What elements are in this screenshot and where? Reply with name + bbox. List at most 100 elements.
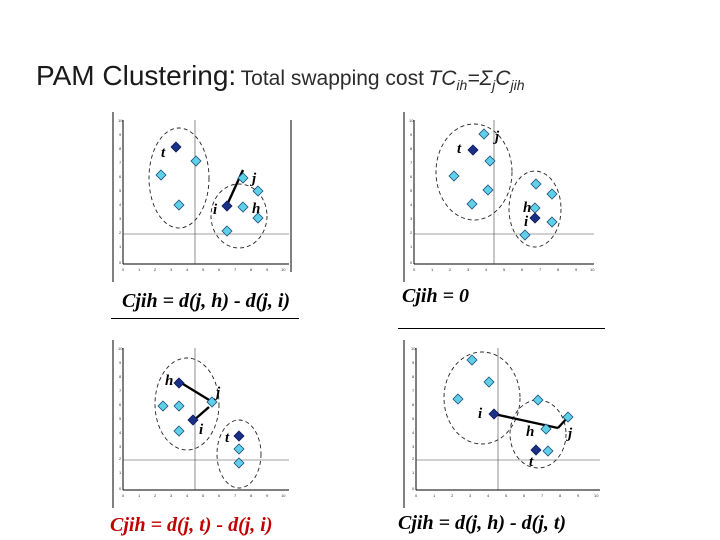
data-point — [157, 400, 169, 412]
label-h: h — [252, 201, 260, 217]
label-j: j — [493, 129, 500, 145]
medoid-point — [530, 444, 542, 456]
y-tick: 7 — [412, 388, 415, 393]
x-tick: 4 — [485, 267, 488, 272]
x-tick: 10 — [590, 267, 595, 272]
data-point — [546, 188, 558, 200]
data-point — [466, 354, 478, 366]
medoid-point — [173, 377, 185, 389]
label-h: h — [165, 373, 173, 389]
label-t: t — [457, 141, 462, 157]
x-tick: 7 — [234, 493, 237, 498]
data-point — [221, 225, 233, 237]
x-tick: 3 — [469, 493, 472, 498]
label-t: t — [529, 454, 534, 470]
formula-lhs: TC — [428, 67, 457, 90]
y-tick: 4 — [119, 430, 122, 435]
y-tick: 9 — [410, 132, 413, 137]
x-tick: 2 — [449, 267, 452, 272]
y-ticks: 10 9 8 7 6 5 4 3 2 1 0 — [411, 346, 416, 491]
y-ticks: 10 9 8 7 6 5 4 3 2 1 0 — [118, 118, 123, 265]
title-main: PAM Clustering: — [36, 60, 237, 91]
caption-bottom-right: Cjih = d(j, h) - d(j, t) — [398, 512, 567, 534]
x-tick: 7 — [539, 267, 542, 272]
x-tick: 1 — [138, 267, 141, 272]
panel-top-left: 10 9 8 7 6 5 4 3 2 1 0 0 1 2 3 4 5 6 7 8… — [109, 112, 295, 282]
cluster-outline — [435, 123, 513, 221]
x-tick: 5 — [505, 493, 508, 498]
x-tick: 4 — [186, 493, 189, 498]
x-tick: 10 — [281, 267, 286, 272]
medoid-point — [221, 200, 233, 212]
panel-bottom-right: 10 9 8 7 6 5 4 3 2 1 0 0 1 2 3 4 5 6 7 8… — [398, 340, 606, 508]
data-point — [466, 198, 478, 210]
x-tick: 0 — [413, 267, 416, 272]
data-point — [452, 393, 464, 405]
label-i: i — [478, 406, 483, 422]
data-point — [546, 216, 558, 228]
data-point — [233, 443, 245, 455]
plot-top-left: 10 9 8 7 6 5 4 3 2 1 0 0 1 2 3 4 5 6 7 8… — [112, 112, 292, 282]
x-tick: 10 — [594, 493, 599, 498]
cluster-outline — [509, 399, 567, 469]
y-tick: 0 — [119, 260, 122, 265]
x-tick: 3 — [170, 267, 173, 272]
x-tick: 9 — [266, 493, 269, 498]
y-tick: 0 — [412, 486, 415, 491]
x-tick: 6 — [218, 493, 221, 498]
label-j: j — [250, 171, 257, 187]
divider-top-left — [111, 318, 299, 319]
y-tick: 4 — [119, 202, 122, 207]
data-point — [484, 155, 496, 167]
caption-top-right: Cjih = 0 — [402, 285, 469, 307]
label-t: t — [225, 430, 230, 446]
x-tick: 2 — [451, 493, 454, 498]
x-tick: 2 — [154, 493, 157, 498]
x-tick: 3 — [170, 493, 173, 498]
y-tick: 3 — [119, 216, 122, 221]
plot-bottom-right: 10 9 8 7 6 5 4 3 2 1 0 0 1 2 3 4 5 6 7 8… — [403, 340, 600, 508]
y-tick: 1 — [119, 244, 122, 249]
data-point — [529, 202, 541, 214]
x-tick: 8 — [557, 267, 560, 272]
y-tick: 10 — [409, 118, 414, 123]
y-tick: 10 — [118, 118, 123, 123]
y-ticks: 10 9 8 7 6 5 4 3 2 1 0 — [409, 118, 414, 265]
data-point — [478, 128, 490, 140]
medoid-point — [187, 414, 199, 426]
plot-top-right: 10 9 8 7 6 5 4 3 2 1 0 0 1 2 3 4 5 6 7 8… — [403, 112, 595, 282]
medoid-point — [233, 430, 245, 442]
data-point — [173, 199, 185, 211]
data-point — [233, 457, 245, 469]
medoid-point — [467, 144, 479, 156]
label-i: i — [199, 422, 204, 438]
slide-title: PAM Clustering: Total swapping cost TCih… — [36, 60, 706, 100]
x-tick: 5 — [503, 267, 506, 272]
y-tick: 6 — [119, 174, 122, 179]
cluster-outline — [508, 170, 562, 248]
cluster-outline — [154, 357, 220, 451]
data-point — [532, 394, 544, 406]
x-tick: 0 — [122, 493, 125, 498]
y-tick: 5 — [119, 416, 122, 421]
label-j: j — [214, 385, 221, 401]
label-j: j — [566, 426, 573, 442]
data-point — [190, 155, 202, 167]
y-tick: 10 — [411, 346, 416, 351]
y-tick: 9 — [119, 132, 122, 137]
x-tick: 1 — [431, 267, 434, 272]
label-i: i — [524, 214, 529, 230]
y-tick: 8 — [119, 374, 122, 379]
divider-top-right — [398, 328, 605, 329]
data-point — [530, 178, 542, 190]
data-point — [483, 376, 495, 388]
formula-lhs-sub: ih — [456, 77, 468, 94]
x-tick: 8 — [250, 493, 253, 498]
y-tick: 7 — [119, 388, 122, 393]
y-tick: 5 — [410, 188, 413, 193]
y-tick: 4 — [412, 430, 415, 435]
medoid-point — [170, 141, 182, 153]
x-tick: 8 — [559, 493, 562, 498]
data-point — [237, 201, 249, 213]
y-tick: 2 — [119, 456, 122, 461]
